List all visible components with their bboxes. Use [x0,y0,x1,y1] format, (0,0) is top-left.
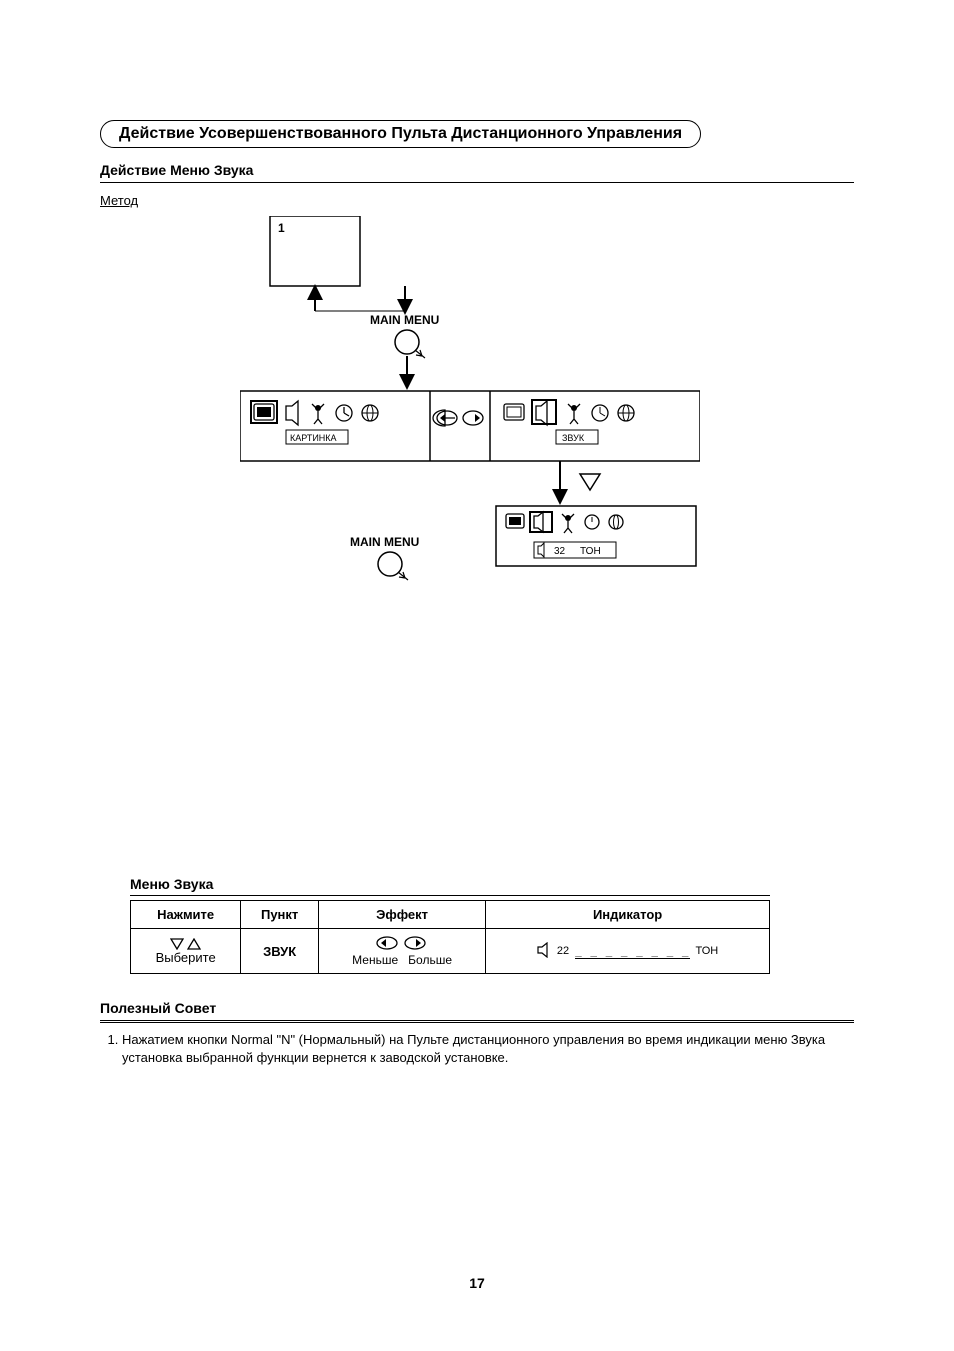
col-press: Нажмите [131,901,241,929]
press-label: Выберите [139,951,232,965]
triangle-down-icon [170,938,184,950]
section-sound-menu: Действие Меню Звука [100,162,854,183]
main-menu-label-1: MAIN MENU [370,313,439,327]
step-number: 1 [278,221,285,235]
table-title: Меню Звука [130,876,770,896]
item-cell: ЗВУК [241,929,319,974]
page-number: 17 [0,1275,954,1291]
col-effect: Эффект [318,901,485,929]
tone-value: 32 [554,546,566,557]
speaker-icon [537,942,551,961]
tip-header: Полезный Совет [100,1000,854,1021]
indicator-dashes: _ _ _ _ _ _ _ _ [575,944,689,959]
method-label: Метод [100,193,854,208]
indicator-label: ТОН [696,945,719,957]
left-right-arrows [433,410,483,426]
left-right-icon [327,935,477,951]
table-row: Выберите ЗВУК Меньше [131,929,770,974]
page-title: Действие Усовершенствованного Пульта Дис… [100,120,701,148]
tips-list: Нажатием кнопки Normal "N" (Нормальный) … [100,1031,854,1066]
effect-less: Меньше [352,953,398,967]
tone-label: ТОН [580,546,601,557]
tip-item: Нажатием кнопки Normal "N" (Нормальный) … [122,1031,854,1066]
main-menu-label-2: MAIN MENU [350,535,419,549]
sound-submenu-panel: 32 ТОН [506,512,623,558]
sound-panel: ЗВУК [504,400,634,444]
sound-menu-table: Нажмите Пункт Эффект Индикатор Выберите … [130,900,770,974]
flow-diagram: 1 MAIN MENU [240,216,700,616]
sound-label: ЗВУК [562,433,585,443]
picture-label: КАРТИНКА [290,433,337,443]
effect-more: Больше [408,953,452,967]
col-indicator: Индикатор [486,901,770,929]
triangle-up-icon [187,938,201,950]
col-item: Пункт [241,901,319,929]
picture-panel: КАРТИНКА [251,401,378,444]
indicator-value: 22 [557,945,569,957]
